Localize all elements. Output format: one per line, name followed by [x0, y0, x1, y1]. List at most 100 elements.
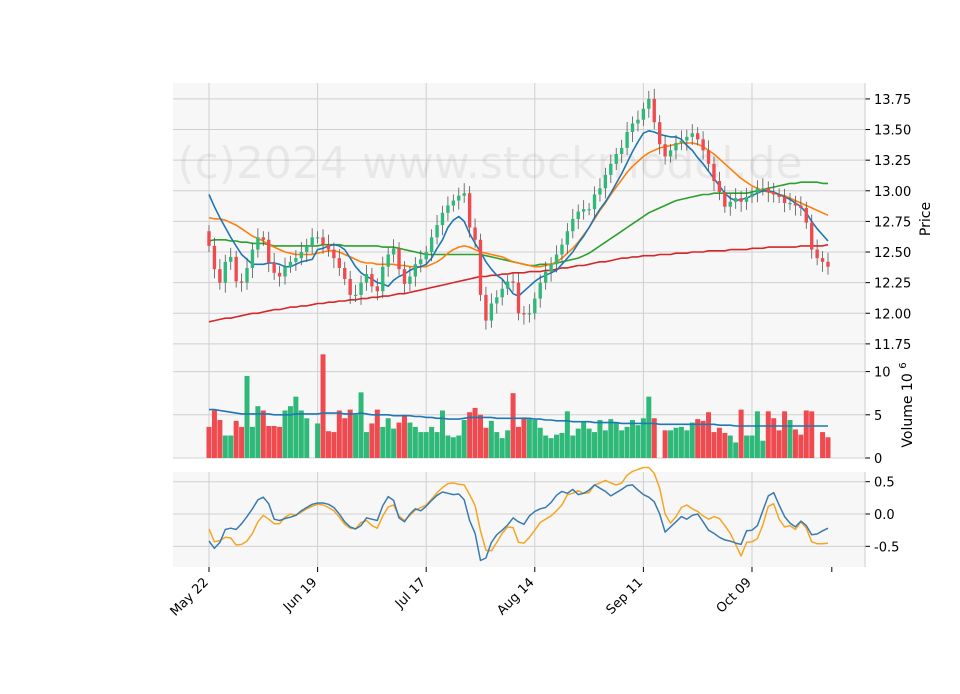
- volume-bar: [749, 435, 755, 458]
- candle-body: [625, 131, 629, 148]
- candle-body: [619, 147, 624, 155]
- volume-bar: [412, 426, 418, 458]
- volume-bar: [298, 410, 304, 458]
- x-tick-label: Jun 19: [280, 575, 320, 615]
- candle-body: [706, 150, 711, 164]
- volume-bar: [222, 435, 228, 458]
- candle-body: [321, 237, 325, 245]
- candle-body: [527, 313, 532, 315]
- candle-body: [234, 256, 238, 282]
- volume-bar: [385, 418, 391, 458]
- candle-body: [663, 144, 667, 157]
- candle-body: [723, 192, 727, 207]
- x-tick-label: Aug 14: [494, 575, 537, 618]
- volume-bar: [336, 410, 342, 458]
- price-tick-label: 13.75: [874, 93, 911, 108]
- volume-bar: [825, 437, 831, 458]
- volume-bar: [287, 406, 293, 458]
- candle-body: [810, 222, 814, 250]
- volume-bar: [630, 419, 636, 458]
- volume-bar: [564, 411, 570, 458]
- volume-ylabel: Volume 10 6: [898, 362, 916, 447]
- volume-bar: [640, 418, 646, 458]
- candle-body: [223, 261, 227, 283]
- volume-ma-line: [209, 408, 828, 427]
- candle-body: [429, 237, 434, 253]
- candle-body: [734, 198, 738, 202]
- volume-bar: [532, 419, 538, 458]
- candle-body: [587, 209, 591, 211]
- candle-body: [565, 231, 570, 245]
- volume-bar: [401, 414, 407, 458]
- candle-body: [229, 256, 233, 262]
- volume-bar: [592, 432, 598, 458]
- volume-bar: [331, 432, 337, 458]
- volume-bar: [570, 435, 576, 458]
- volume-bar: [304, 418, 310, 458]
- candle-body: [560, 244, 564, 255]
- volume-bar: [706, 412, 712, 458]
- volume-bar: [325, 431, 331, 458]
- candle-body: [581, 209, 586, 212]
- candle-body: [283, 266, 287, 277]
- candle-body: [592, 194, 597, 210]
- volume-bar: [472, 407, 478, 458]
- volume-bar: [499, 438, 505, 458]
- candle-body: [576, 211, 580, 219]
- volume-bar: [820, 432, 826, 458]
- price-layer: [207, 88, 830, 330]
- candle-body: [397, 248, 401, 270]
- volume-bar: [624, 426, 630, 458]
- volume-bar: [765, 411, 771, 458]
- candle-body: [451, 200, 456, 206]
- volume-bar: [678, 426, 684, 458]
- volume-bar: [363, 432, 369, 458]
- candle-body: [533, 298, 537, 314]
- volume-bar: [342, 418, 348, 458]
- volume-bar: [684, 430, 690, 458]
- volume-bar: [467, 412, 473, 458]
- volume-bar: [668, 430, 674, 458]
- price-tick-label: 11.75: [874, 338, 911, 353]
- volume-bar: [450, 437, 456, 458]
- candle-body: [419, 259, 423, 265]
- volume-unit-exponent: 6: [898, 362, 909, 368]
- candle-body: [820, 258, 825, 262]
- candle-body: [826, 261, 830, 267]
- volume-bar: [255, 406, 261, 458]
- oscillator-layer: [208, 466, 829, 562]
- candle-body: [674, 143, 678, 151]
- candle-body: [701, 139, 705, 151]
- candle-body: [609, 163, 613, 175]
- candle-body: [272, 263, 276, 273]
- candle-body: [446, 205, 450, 213]
- candle-body: [522, 313, 526, 315]
- volume-bar: [608, 419, 614, 458]
- oscillator-tick-label: 0.5: [874, 476, 895, 491]
- candle-body: [370, 274, 374, 287]
- candle-body: [435, 225, 439, 238]
- price-ylabel: Price: [918, 202, 934, 236]
- volume-bar: [581, 421, 587, 458]
- candle-body: [310, 237, 314, 246]
- candle-body: [772, 192, 776, 195]
- volume-bar: [483, 427, 489, 458]
- candle-body: [484, 294, 488, 321]
- candle-body: [690, 133, 694, 137]
- candle-body: [332, 249, 336, 259]
- volume-bar: [461, 419, 467, 458]
- volume-bar: [689, 422, 695, 458]
- candle-body: [391, 248, 396, 255]
- price-tick-label: 12.75: [874, 215, 911, 230]
- volume-bar: [809, 411, 815, 458]
- candle-body: [636, 119, 640, 124]
- volume-bar: [716, 427, 722, 458]
- x-tick-label: May 22: [168, 575, 212, 619]
- candle-body: [402, 269, 407, 284]
- candle-body: [755, 188, 760, 194]
- volume-tick-label: 10: [874, 366, 891, 381]
- volume-bar: [526, 419, 532, 458]
- candle-body: [495, 297, 499, 304]
- candle-body: [657, 122, 662, 145]
- price-tick-label: 12.00: [874, 307, 911, 322]
